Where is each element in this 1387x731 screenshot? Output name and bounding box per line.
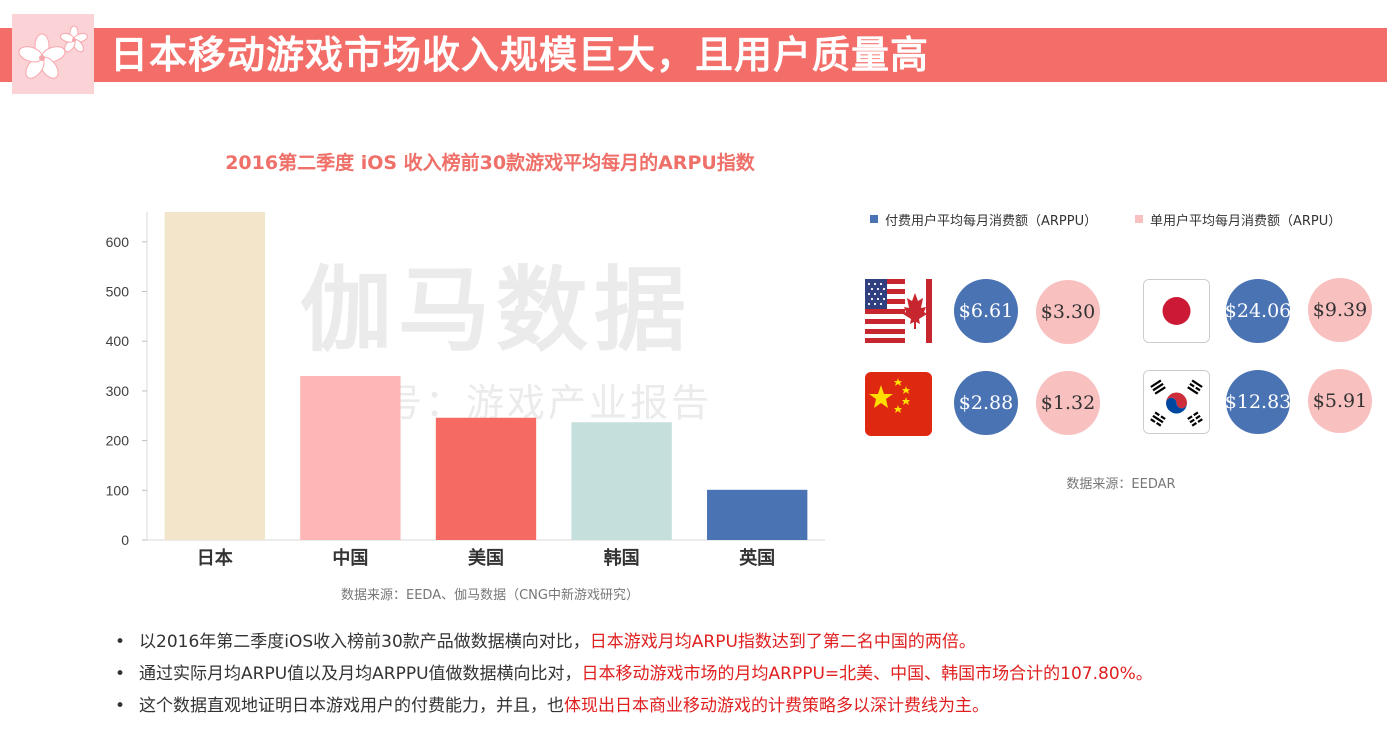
x-category-label: 韩国: [604, 547, 640, 569]
japan-arppu-circle: $24.06: [1225, 279, 1291, 343]
bullet-highlight: 体现出日本商业移动游戏的计费策略多以深计费线为主。: [564, 696, 989, 716]
bar-1: [300, 376, 401, 540]
bar-4: [707, 489, 808, 540]
chart-title: 2016第二季度 iOS 收入榜前30款游戏平均每月的ARPU指数: [225, 152, 755, 174]
bullet-dot: •: [115, 632, 126, 652]
bullet-text: 以2016年第二季度iOS收入榜前30款产品做数据横向对比，: [139, 632, 590, 652]
x-category-label: 美国: [468, 547, 504, 569]
bar-3: [571, 422, 672, 540]
bullet-list: • 以2016年第二季度iOS收入榜前30款产品做数据横向对比，日本游戏月均ARP…: [115, 629, 1153, 725]
bullet-dot: •: [115, 696, 126, 716]
us-canada-arppu-circle: $6.61: [954, 279, 1018, 343]
korea-flag-icon: [1143, 370, 1210, 434]
legend-label-arppu: 付费用户平均每月消费额（ARPPU）: [885, 213, 1098, 229]
us-canada-flag-icon: [865, 279, 932, 343]
x-category-label: 日本: [197, 547, 233, 569]
page-title: 日本移动游戏市场收入规模巨大，且用户质量高: [110, 33, 930, 77]
y-tick-label: 0: [121, 532, 129, 548]
legend-label-arpu: 单用户平均每月消费额（ARPU）: [1150, 213, 1342, 229]
chart-source: 数据来源：EEDA、伽马数据（CNG中新游戏研究）: [341, 588, 639, 603]
header-banner: [0, 28, 1387, 82]
y-tick-label: 600: [106, 234, 130, 250]
bar-chart: 0 100 200 300 400 500 600 日本 中国 美国 韩国 英国: [106, 212, 825, 569]
china-arppu-circle: $2.88: [954, 371, 1018, 435]
y-tick-label: 400: [106, 333, 130, 349]
legend-swatch-arpu: [1135, 215, 1143, 223]
us-canada-arpu-circle: $3.30: [1036, 280, 1100, 344]
bullet-item: • 这个数据直观地证明日本游戏用户的付费能力，并且，也体现出日本商业移动游戏的计费…: [115, 693, 1153, 725]
china-arpu-circle: $1.32: [1036, 371, 1100, 435]
bullet-highlight: 日本游戏月均ARPU指数达到了第二名中国的两倍。: [589, 632, 976, 652]
legend-swatch-arppu: [870, 215, 878, 223]
sakura-logo-icon: [12, 14, 94, 94]
bullet-highlight: 日本移动游戏市场的月均ARPPU=北美、中国、韩国市场合计的107.80%。: [581, 664, 1153, 684]
japan-flag-icon: [1143, 279, 1210, 343]
y-tick-label: 500: [106, 284, 130, 300]
y-tick-label: 300: [106, 383, 130, 399]
y-tick-label: 100: [106, 482, 130, 498]
japan-arpu-circle: $9.39: [1308, 278, 1372, 342]
legend-item-arpu: 单用户平均每月消费额（ARPU）: [1135, 210, 1342, 229]
china-flag-icon: [865, 372, 932, 436]
korea-arpu-circle: $5.91: [1308, 369, 1372, 433]
bullet-item: • 以2016年第二季度iOS收入榜前30款产品做数据横向对比，日本游戏月均ARP…: [115, 629, 1153, 661]
y-tick-label: 200: [106, 433, 130, 449]
bullet-text: 通过实际月均ARPU值以及月均ARPPU值做数据横向比对，: [139, 664, 582, 684]
side-source: 数据来源：EEDAR: [1066, 477, 1176, 492]
bullet-text: 这个数据直观地证明日本游戏用户的付费能力，并且，也: [139, 696, 564, 716]
bullet-item: • 通过实际月均ARPU值以及月均ARPPU值做数据横向比对，日本移动游戏市场的月…: [115, 661, 1153, 693]
bar-0: [164, 212, 265, 540]
bullet-dot: •: [115, 664, 126, 684]
x-category-label: 中国: [332, 547, 368, 569]
bar-2: [435, 417, 537, 540]
legend-item-arppu: 付费用户平均每月消费额（ARPPU）: [870, 210, 1098, 229]
korea-arppu-circle: $12.83: [1225, 370, 1291, 434]
x-category-label: 英国: [738, 547, 775, 569]
